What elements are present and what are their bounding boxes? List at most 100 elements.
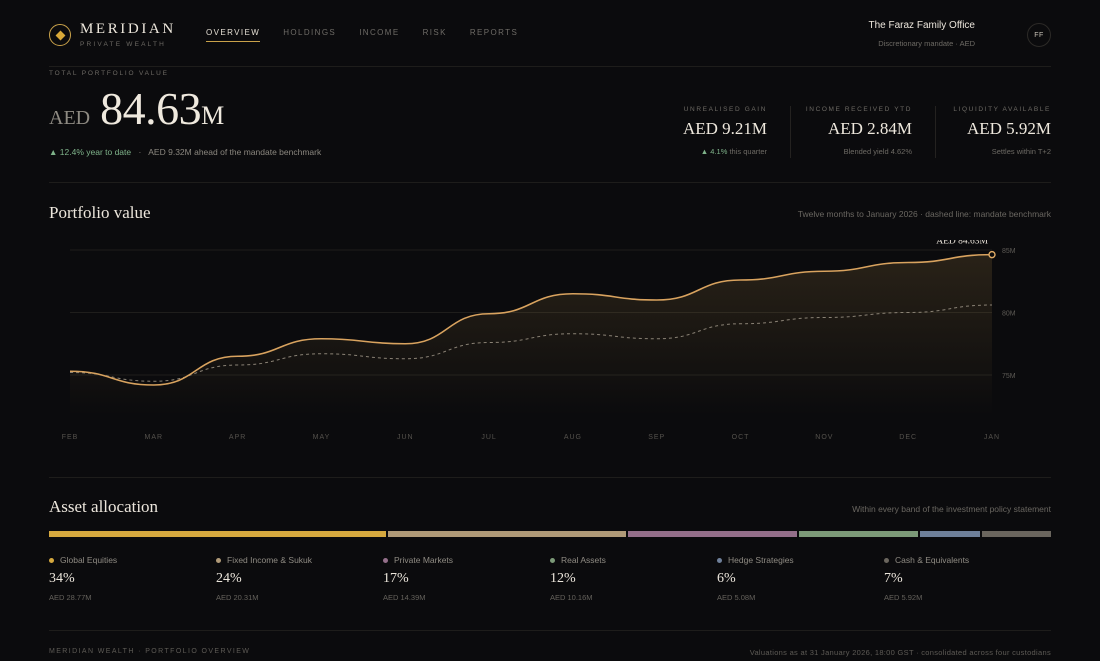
legend-name: Global Equities bbox=[60, 555, 118, 565]
main-nav: OVERVIEW HOLDINGS INCOME RISK REPORTS bbox=[206, 28, 541, 42]
separator: · bbox=[138, 147, 142, 157]
portfolio-line bbox=[69, 253, 993, 386]
allocation-segment[interactable] bbox=[49, 531, 387, 537]
stat-sub: Blended yield 4.62% bbox=[843, 147, 912, 156]
x-tick-label: APR bbox=[229, 434, 246, 441]
stat-value: AED 9.21M bbox=[682, 119, 767, 138]
nav-reports[interactable]: REPORTS bbox=[469, 28, 519, 37]
stat-label: LIQUIDITY AVAILABLE bbox=[953, 106, 1051, 113]
allocation-note: Within every band of the investment poli… bbox=[852, 504, 1051, 514]
x-tick-label: DEC bbox=[899, 434, 917, 441]
nav-holdings[interactable]: HOLDINGS bbox=[283, 28, 337, 37]
legend-label: Real Assets bbox=[550, 555, 710, 565]
allocation-bar bbox=[49, 531, 1051, 537]
stat-value: AED 2.84M bbox=[827, 119, 912, 138]
nav-risk[interactable]: RISK bbox=[422, 28, 447, 37]
stat-divider bbox=[790, 106, 791, 158]
y-tick-label: 85M bbox=[1002, 248, 1016, 255]
allocation-legend-item[interactable]: Real Assets 12% AED 10.16M bbox=[550, 555, 710, 602]
footer-divider bbox=[49, 630, 1051, 631]
x-tick-label: MAR bbox=[145, 434, 164, 441]
x-tick-label: AUG bbox=[564, 434, 582, 441]
legend-amount: AED 10.16M bbox=[550, 593, 593, 602]
legend-name: Cash & Equivalents bbox=[895, 555, 970, 565]
legend-amount: AED 14.39M bbox=[383, 593, 426, 602]
x-tick-label: SEP bbox=[648, 434, 665, 441]
x-tick-label: JUL bbox=[481, 434, 496, 441]
brand[interactable]: MERIDIAN PRIVATE WEALTH bbox=[49, 22, 176, 49]
stat-unrealised-gain: UNREALISED GAIN AED 9.21M ▲ 4.1% this qu… bbox=[683, 106, 767, 156]
legend-percent: 6% bbox=[717, 571, 736, 586]
total-number: 84.63 bbox=[100, 83, 202, 134]
legend-dot-icon bbox=[383, 557, 388, 563]
ytd-change: ▲ 12.4% year to date bbox=[49, 147, 132, 157]
x-tick-label: NOV bbox=[815, 434, 833, 441]
client-name: The Faraz Family Office bbox=[868, 20, 975, 31]
client-info: The Faraz Family Office Discretionary ma… bbox=[868, 20, 975, 48]
portfolio-value-chart: 75M 80M 85M FEB MAR APR MAY JUN JUL AUG SEP OCT NOV D… bbox=[62, 240, 1016, 441]
y-tick-label: 75M bbox=[1002, 373, 1016, 380]
total-value: AED 84.63 M bbox=[49, 82, 224, 135]
stat-sub: Settles within T+2 bbox=[991, 147, 1051, 156]
stat-value: AED 5.92M bbox=[966, 119, 1051, 138]
header-divider bbox=[49, 66, 1051, 67]
x-tick-label: JAN bbox=[984, 434, 1000, 441]
legend-percent: 24% bbox=[216, 571, 242, 586]
latest-value-point[interactable] bbox=[988, 250, 996, 259]
x-tick-label: OCT bbox=[732, 434, 750, 441]
legend-dot-icon bbox=[49, 557, 54, 563]
avatar[interactable]: FF bbox=[1027, 23, 1051, 47]
client-mandate: Discretionary mandate · AED bbox=[878, 39, 975, 48]
legend-label: Global Equities bbox=[49, 555, 209, 565]
allocation-title: Asset allocation bbox=[49, 497, 159, 516]
stat-divider bbox=[935, 106, 936, 158]
latest-value-label: AED 84.63M bbox=[936, 240, 988, 247]
allocation-segment[interactable] bbox=[981, 531, 1051, 537]
legend-label: Fixed Income & Sukuk bbox=[216, 555, 376, 565]
legend-dot-icon bbox=[717, 557, 722, 563]
allocation-legend-item[interactable]: Hedge Strategies 6% AED 5.08M bbox=[717, 555, 877, 602]
stat-label: INCOME RECEIVED YTD bbox=[805, 106, 912, 113]
allocation-segment[interactable] bbox=[628, 531, 797, 537]
footer-right: Valuations as at 31 January 2026, 18:00 … bbox=[749, 648, 1051, 657]
legend-label: Hedge Strategies bbox=[717, 555, 877, 565]
allocation-segment[interactable] bbox=[798, 531, 918, 537]
nav-income[interactable]: INCOME bbox=[359, 28, 400, 37]
brand-subtitle: PRIVATE WEALTH bbox=[80, 41, 167, 48]
stat-sub: ▲ 4.1% this quarter bbox=[683, 147, 767, 156]
legend-label: Cash & Equivalents bbox=[884, 555, 1044, 565]
allocation-legend-item[interactable]: Private Markets 17% AED 14.39M bbox=[383, 555, 543, 602]
legend-percent: 12% bbox=[550, 571, 576, 586]
x-tick-label: MAY bbox=[313, 434, 331, 441]
legend-amount: AED 28.77M bbox=[49, 593, 92, 602]
section-divider bbox=[49, 182, 1051, 183]
stat-liquidity: LIQUIDITY AVAILABLE AED 5.92M Settles wi… bbox=[953, 106, 1051, 156]
benchmark-note: AED 9.32M ahead of the mandate benchmark bbox=[148, 147, 322, 157]
section-divider bbox=[49, 477, 1051, 478]
total-unit: M bbox=[201, 101, 225, 130]
allocation-legend-item[interactable]: Fixed Income & Sukuk 24% AED 20.31M bbox=[216, 555, 376, 602]
allocation-segment[interactable] bbox=[920, 531, 980, 537]
legend-name: Real Assets bbox=[561, 555, 606, 565]
legend-percent: 17% bbox=[383, 571, 409, 586]
legend-name: Fixed Income & Sukuk bbox=[227, 555, 313, 565]
legend-amount: AED 20.31M bbox=[216, 593, 259, 602]
portfolio-area bbox=[70, 254, 992, 415]
total-summary: ▲ 12.4% year to date · AED 9.32M ahead o… bbox=[49, 147, 321, 157]
legend-label: Private Markets bbox=[383, 555, 543, 565]
stat-sub-text: this quarter bbox=[727, 147, 767, 156]
legend-dot-icon bbox=[550, 557, 555, 563]
allocation-legend-item[interactable]: Cash & Equivalents 7% AED 5.92M bbox=[884, 555, 1044, 602]
nav-overview[interactable]: OVERVIEW bbox=[206, 28, 261, 42]
legend-percent: 7% bbox=[884, 571, 903, 586]
brand-name: MERIDIAN bbox=[80, 21, 176, 37]
brand-logo-icon bbox=[49, 24, 71, 47]
stat-income-ytd: INCOME RECEIVED YTD AED 2.84M Blended yi… bbox=[806, 106, 912, 156]
legend-name: Hedge Strategies bbox=[728, 555, 794, 565]
legend-amount: AED 5.92M bbox=[884, 593, 923, 602]
x-tick-label: FEB bbox=[62, 434, 79, 441]
total-label: TOTAL PORTFOLIO VALUE bbox=[49, 70, 169, 77]
allocation-segment[interactable] bbox=[388, 531, 627, 537]
stat-change: ▲ 4.1% bbox=[700, 147, 728, 156]
allocation-legend-item[interactable]: Global Equities 34% AED 28.77M bbox=[49, 555, 209, 602]
